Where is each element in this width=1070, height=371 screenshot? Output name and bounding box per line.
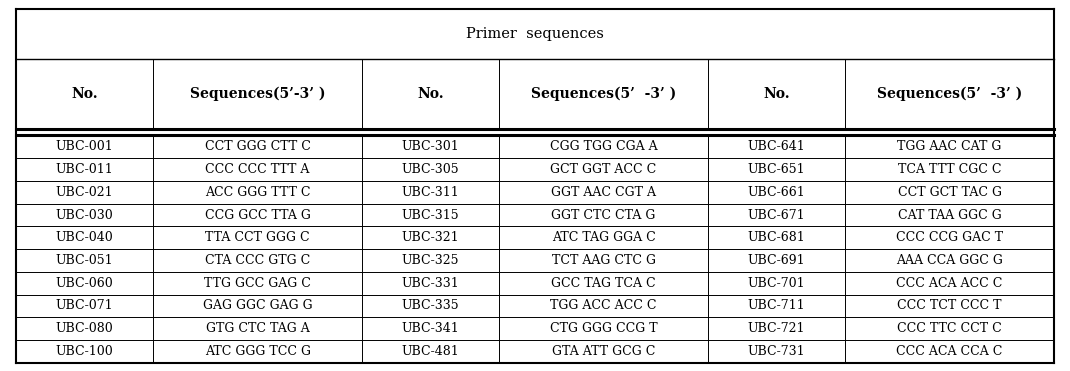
Text: UBC-051: UBC-051 — [56, 254, 113, 267]
Text: TCT AAG CTC G: TCT AAG CTC G — [552, 254, 656, 267]
Text: CCC ACA ACC C: CCC ACA ACC C — [897, 277, 1003, 290]
Text: UBC-030: UBC-030 — [56, 209, 113, 221]
Text: Sequences(5’  -3’ ): Sequences(5’ -3’ ) — [531, 87, 676, 101]
Text: CAT TAA GGC G: CAT TAA GGC G — [898, 209, 1002, 221]
Text: TTA CCT GGG C: TTA CCT GGG C — [205, 231, 310, 244]
Text: UBC-641: UBC-641 — [748, 140, 806, 153]
Text: AAA CCA GGC G: AAA CCA GGC G — [897, 254, 1003, 267]
Text: UBC-721: UBC-721 — [748, 322, 806, 335]
Text: UBC-325: UBC-325 — [402, 254, 459, 267]
Text: CTG GGG CCG T: CTG GGG CCG T — [550, 322, 657, 335]
Text: ACC GGG TTT C: ACC GGG TTT C — [204, 186, 310, 199]
Text: UBC-701: UBC-701 — [748, 277, 806, 290]
Text: CCT GGG CTT C: CCT GGG CTT C — [204, 140, 310, 153]
Text: UBC-731: UBC-731 — [748, 345, 806, 358]
Text: UBC-651: UBC-651 — [748, 163, 806, 176]
Text: UBC-315: UBC-315 — [402, 209, 459, 221]
Text: TGG AAC CAT G: TGG AAC CAT G — [898, 140, 1002, 153]
Text: No.: No. — [763, 87, 790, 101]
Text: UBC-311: UBC-311 — [401, 186, 459, 199]
Text: UBC-341: UBC-341 — [401, 322, 459, 335]
Text: UBC-080: UBC-080 — [56, 322, 113, 335]
Text: CCC TTC CCT C: CCC TTC CCT C — [897, 322, 1002, 335]
Text: CCC ACA CCA C: CCC ACA CCA C — [897, 345, 1003, 358]
Text: UBC-321: UBC-321 — [402, 231, 459, 244]
Text: No.: No. — [72, 87, 98, 101]
Text: UBC-681: UBC-681 — [748, 231, 806, 244]
Text: UBC-040: UBC-040 — [56, 231, 113, 244]
Text: Primer  sequences: Primer sequences — [467, 27, 603, 41]
Text: ATC TAG GGA C: ATC TAG GGA C — [552, 231, 656, 244]
Text: UBC-301: UBC-301 — [401, 140, 459, 153]
Text: UBC-305: UBC-305 — [402, 163, 459, 176]
Text: UBC-661: UBC-661 — [748, 186, 806, 199]
Text: CCT GCT TAC G: CCT GCT TAC G — [898, 186, 1002, 199]
Text: UBC-071: UBC-071 — [56, 299, 113, 312]
Text: UBC-060: UBC-060 — [56, 277, 113, 290]
Text: GGT AAC CGT A: GGT AAC CGT A — [551, 186, 656, 199]
Text: No.: No. — [417, 87, 444, 101]
Text: GCT GGT ACC C: GCT GGT ACC C — [550, 163, 657, 176]
Text: CGG TGG CGA A: CGG TGG CGA A — [550, 140, 657, 153]
Text: TTG GCC GAG C: TTG GCC GAG C — [204, 277, 311, 290]
Text: GAG GGC GAG G: GAG GGC GAG G — [203, 299, 312, 312]
Text: CTA CCC GTG C: CTA CCC GTG C — [205, 254, 310, 267]
Text: CCC TCT CCC T: CCC TCT CCC T — [898, 299, 1002, 312]
Text: UBC-001: UBC-001 — [56, 140, 113, 153]
Text: UBC-100: UBC-100 — [56, 345, 113, 358]
Text: ATC GGG TCC G: ATC GGG TCC G — [204, 345, 310, 358]
Text: CCC CCG GAC T: CCC CCG GAC T — [896, 231, 1004, 244]
Text: UBC-671: UBC-671 — [748, 209, 806, 221]
Text: Sequences(5’  -3’ ): Sequences(5’ -3’ ) — [877, 87, 1022, 101]
Text: Sequences(5’-3’ ): Sequences(5’-3’ ) — [189, 87, 325, 101]
Text: CCG GCC TTA G: CCG GCC TTA G — [204, 209, 310, 221]
Text: TCA TTT CGC C: TCA TTT CGC C — [898, 163, 1002, 176]
Text: UBC-711: UBC-711 — [748, 299, 806, 312]
Text: GTG CTC TAG A: GTG CTC TAG A — [205, 322, 309, 335]
Text: CCC CCC TTT A: CCC CCC TTT A — [205, 163, 310, 176]
Text: UBC-011: UBC-011 — [56, 163, 113, 176]
Text: GTA ATT GCG C: GTA ATT GCG C — [552, 345, 655, 358]
Text: UBC-691: UBC-691 — [748, 254, 806, 267]
Text: GCC TAG TCA C: GCC TAG TCA C — [551, 277, 656, 290]
Text: GGT CTC CTA G: GGT CTC CTA G — [551, 209, 656, 221]
Text: UBC-335: UBC-335 — [402, 299, 459, 312]
Text: UBC-481: UBC-481 — [401, 345, 459, 358]
Text: UBC-331: UBC-331 — [401, 277, 459, 290]
Text: TGG ACC ACC C: TGG ACC ACC C — [550, 299, 657, 312]
Text: UBC-021: UBC-021 — [56, 186, 113, 199]
